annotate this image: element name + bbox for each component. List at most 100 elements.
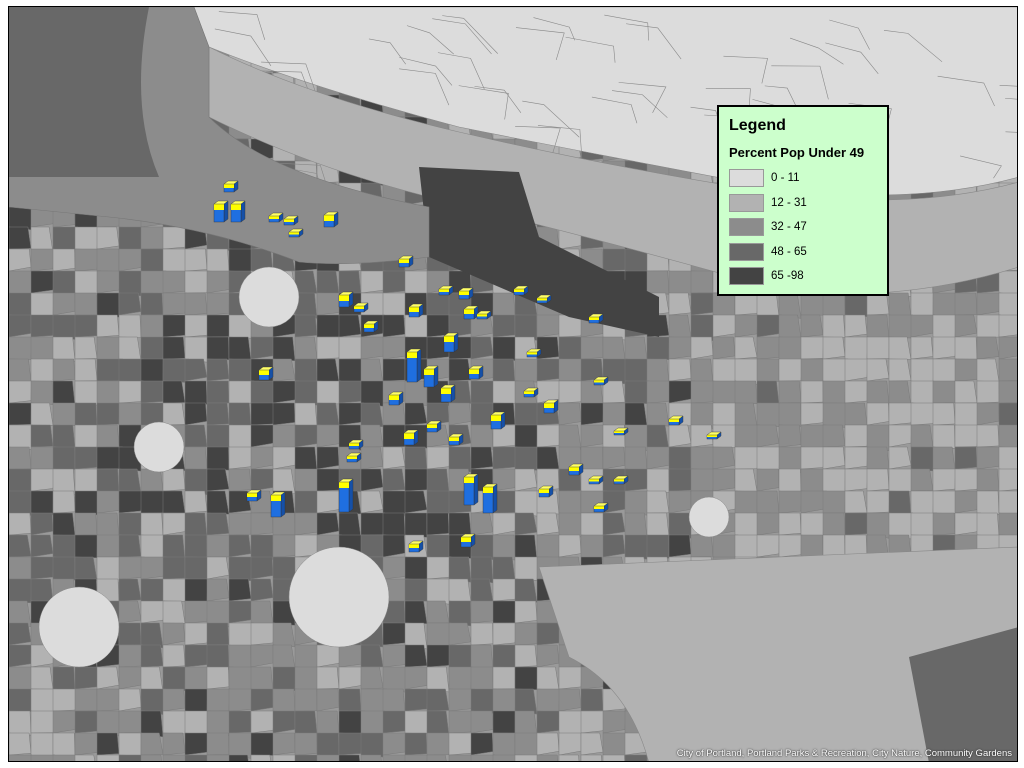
census-tract: [822, 402, 847, 428]
census-tract: [9, 468, 32, 494]
tract-boundary: [612, 90, 668, 118]
census-tract: [800, 358, 825, 383]
census-tract: [514, 644, 538, 668]
bar-symbol-band: [424, 369, 434, 375]
tract-boundary: [406, 25, 454, 55]
census-tract: [9, 578, 33, 604]
census-tract: [932, 468, 956, 492]
census-tract: [228, 600, 255, 624]
census-tract: [9, 666, 35, 692]
census-tract: [272, 710, 296, 734]
bar-symbol-band: [514, 289, 524, 292]
census-tract: [228, 644, 252, 669]
census-tract: [976, 468, 1000, 492]
census-tract: [492, 754, 517, 761]
tract-boundary: [999, 84, 1017, 87]
census-tract: [316, 292, 340, 316]
tract-boundary: [442, 15, 498, 54]
census-tract: [118, 556, 145, 580]
census-tract: [184, 666, 210, 693]
census-tract: [250, 468, 275, 492]
bar-symbol-top: [536, 294, 552, 299]
census-tract: [998, 358, 1017, 382]
census-tract: [162, 644, 186, 668]
census-tract: [184, 512, 208, 539]
census-tract: [118, 248, 144, 272]
census-tract: [250, 556, 274, 580]
census-tract: [360, 644, 384, 668]
bar-symbol-band: [614, 479, 624, 482]
census-tract: [118, 534, 142, 558]
census-tract: [734, 380, 758, 405]
bar-symbol-band: [539, 489, 549, 493]
census-tract: [382, 446, 406, 470]
census-tract: [382, 512, 406, 537]
bar-symbol-top: [283, 215, 299, 220]
census-tract: [822, 380, 846, 404]
bar-symbol-top: [523, 387, 539, 392]
bar-symbol-band: [409, 307, 419, 312]
census-tract: [9, 446, 32, 470]
census-tract: [338, 402, 365, 426]
tract-boundary: [565, 36, 616, 63]
census-tract: [52, 380, 76, 407]
census-tract: [118, 358, 145, 382]
legend-item: 0 - 11: [729, 166, 887, 191]
bar-symbol-band: [324, 215, 334, 221]
census-tract: [844, 424, 870, 448]
census-tract: [360, 380, 387, 407]
bar-symbol-top: [593, 502, 609, 507]
census-tract: [536, 424, 563, 448]
census-tract: [448, 512, 472, 536]
census-tract: [382, 314, 406, 338]
census-tract: [404, 688, 429, 712]
census-tract: [74, 292, 98, 316]
census-tract: [448, 578, 472, 604]
tract-boundary: [937, 75, 995, 107]
census-tract: [272, 358, 296, 382]
census-tract: [338, 688, 362, 712]
census-tract: [30, 270, 57, 294]
census-tract: [294, 336, 318, 360]
bar-symbol-band: [214, 204, 224, 210]
census-tract: [162, 270, 186, 294]
census-tract: [206, 534, 233, 558]
census-tract: [9, 688, 33, 712]
census-tract: [932, 380, 956, 404]
census-tract: [9, 380, 32, 404]
census-tract: [470, 688, 497, 714]
census-tract: [162, 534, 186, 561]
census-tract: [558, 666, 582, 690]
legend-swatch: [729, 267, 764, 286]
census-tract: [30, 358, 56, 382]
census-tract: [360, 358, 384, 385]
census-tract: [536, 380, 560, 404]
bar-symbol-band: [289, 232, 299, 235]
se-dark: [909, 627, 1017, 761]
census-tract: [602, 446, 626, 470]
census-tract: [404, 314, 429, 340]
census-tract: [9, 644, 32, 668]
census-tract: [712, 380, 737, 406]
bar-symbol-top: [490, 411, 506, 416]
census-tract: [514, 578, 538, 603]
census-tract: [206, 424, 233, 450]
bar-symbol-side: [433, 365, 439, 388]
census-tract: [316, 710, 340, 735]
census-tract: [162, 556, 186, 580]
census-tract: [426, 314, 450, 338]
census-tract: [954, 402, 981, 428]
census-tract: [118, 512, 142, 536]
census-tract: [866, 512, 892, 539]
census-tract: [602, 336, 626, 361]
census-tract: [822, 314, 846, 338]
census-tract: [998, 380, 1017, 404]
census-tract: [184, 600, 209, 624]
census-tract: [118, 468, 142, 494]
census-tract: [910, 336, 934, 360]
census-tract: [184, 402, 208, 426]
light-tract: [288, 546, 390, 648]
census-tract: [976, 380, 1000, 404]
census-tract: [558, 754, 580, 761]
bar-symbol-top: [706, 431, 722, 436]
